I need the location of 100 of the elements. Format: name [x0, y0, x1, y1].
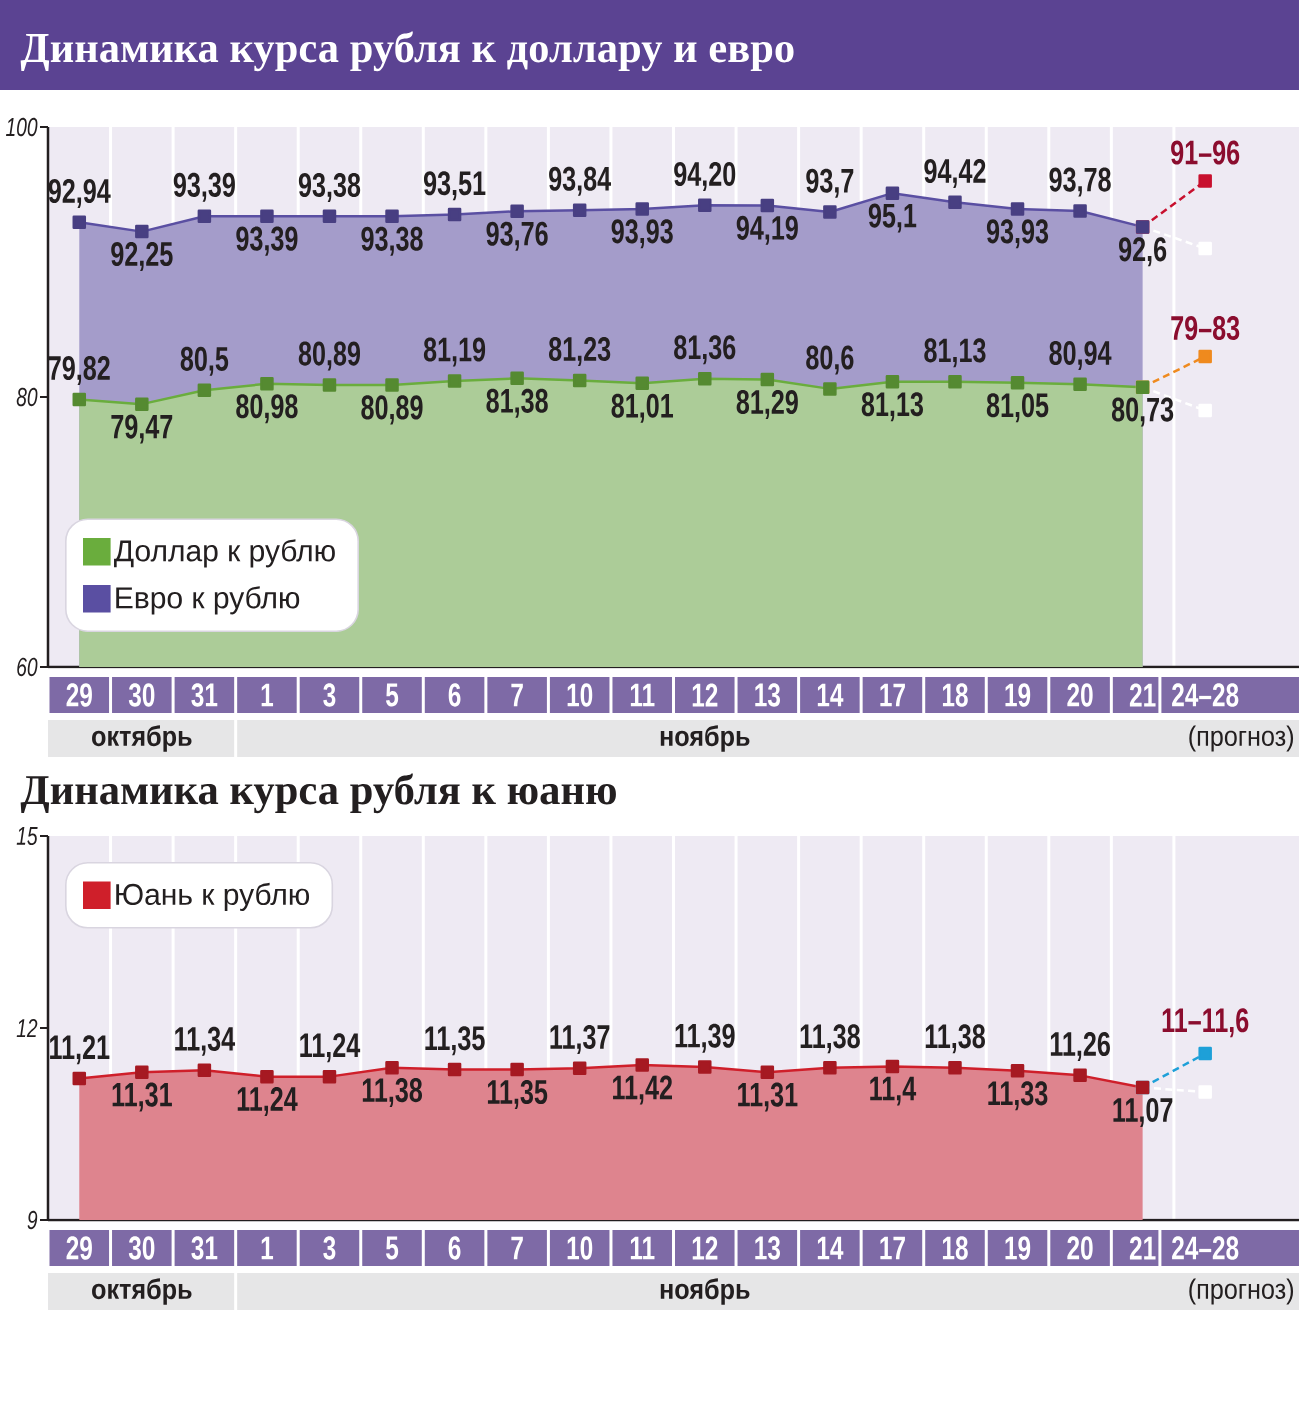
data-label: 81,13	[924, 338, 986, 368]
data-label: 81,05	[986, 393, 1049, 423]
x-tick-label: 11	[630, 683, 655, 707]
x-tick-label: 20	[1067, 1236, 1093, 1260]
data-label: 80,89	[298, 341, 361, 371]
y-tick-label: 12	[16, 1018, 38, 1038]
data-label: 93,93	[611, 219, 673, 249]
y-tick-label: 15	[16, 826, 38, 846]
data-label: 80,89	[361, 395, 423, 425]
y-tick-label: 80	[16, 387, 38, 407]
data-label: 11,26	[1050, 1031, 1110, 1061]
data-label: 94,19	[736, 215, 798, 245]
annotation: 11–11,6	[1162, 1008, 1249, 1038]
data-label: 93,78	[1049, 167, 1111, 197]
data-label: 11,31	[738, 1082, 798, 1112]
x-tick-label: 21	[1129, 1236, 1156, 1260]
x-tick-label: 29	[66, 683, 92, 707]
data-label: 11,34	[175, 1026, 236, 1056]
data-label: 11,35	[425, 1026, 485, 1056]
x-tick-label: 31	[191, 683, 218, 707]
x-tick-label: 1	[261, 1236, 274, 1260]
x-tick-label: 19	[1005, 683, 1031, 707]
x-tick-label: 5	[385, 683, 399, 707]
data-label: 11,37	[550, 1024, 610, 1054]
data-label: 93,76	[486, 221, 548, 251]
x-tick-label: 18	[942, 1236, 968, 1260]
data-label: 80,6	[806, 345, 854, 375]
data-label: 81,13	[861, 392, 923, 422]
x-tick-label: 31	[191, 1236, 218, 1260]
data-label: 79,47	[111, 414, 173, 444]
data-label: 92,25	[111, 242, 173, 272]
data-label: 81,36	[674, 335, 736, 365]
x-tick-label: 3	[323, 1236, 336, 1260]
data-label: 11,38	[800, 1024, 860, 1054]
data-label: 93,7	[806, 168, 854, 198]
x-tick-label: 30	[128, 683, 155, 707]
legend-label: Юань к рублю	[116, 882, 310, 912]
x-tick-label: 21	[1129, 683, 1156, 707]
x-tick-label: 14	[817, 1236, 844, 1260]
x-tick-label: 24–28	[1172, 1236, 1239, 1260]
x-tick-label: 19	[1005, 1236, 1031, 1260]
x-tick-label: 29	[66, 1236, 92, 1260]
data-label: 93,84	[549, 166, 612, 196]
text: ноябрь	[660, 725, 750, 752]
x-tick-label: 30	[128, 1236, 155, 1260]
data-label: 11,21	[50, 1035, 110, 1065]
data-label: 11,39	[675, 1023, 735, 1053]
data-label: 80,94	[1049, 340, 1112, 370]
x-tick-label: 11	[630, 1236, 655, 1260]
text: ноябрь	[660, 1278, 750, 1305]
x-tick-label: 13	[755, 683, 781, 707]
x-tick-label: 1	[261, 683, 274, 707]
y-tick-label: 60	[17, 657, 38, 677]
data-label: 94,42	[924, 158, 986, 188]
data-label: 11,35	[487, 1079, 548, 1109]
x-tick-label: 17	[880, 683, 905, 707]
x-tick-label: 10	[567, 1236, 593, 1260]
text: (прогноз)	[1189, 725, 1294, 752]
data-label: 93,39	[236, 226, 298, 256]
data-label: 11,33	[988, 1081, 1048, 1111]
data-label: 93,38	[298, 172, 361, 202]
data-label: 93,93	[986, 219, 1049, 249]
data-label: 11,38	[925, 1024, 985, 1054]
data-label: 92,6	[1119, 237, 1167, 267]
x-tick-label: 5	[385, 1236, 399, 1260]
data-label: 11,38	[362, 1078, 423, 1108]
text: октябрь	[92, 725, 192, 752]
data-label: 80,5	[180, 346, 229, 376]
data-label: 11,31	[112, 1082, 172, 1112]
x-tick-label: 7	[511, 683, 523, 707]
data-label: 11,42	[613, 1075, 672, 1105]
data-label: 93,38	[361, 226, 423, 256]
data-label: 11,4	[870, 1076, 917, 1106]
legend-label: Доллар к рублю	[114, 539, 335, 568]
x-tick-label: 7	[511, 1236, 523, 1260]
y-tick-label: 9	[27, 1210, 38, 1230]
legend-label: Евро к рублю	[116, 586, 300, 615]
data-label: 94,20	[674, 161, 736, 191]
data-label: 81,19	[423, 337, 486, 367]
data-label: 11,24	[300, 1033, 361, 1063]
x-tick-label: 3	[323, 683, 336, 707]
data-label: 92,94	[48, 178, 111, 208]
data-label: 11,24	[237, 1087, 298, 1117]
data-label: 93,51	[423, 171, 486, 201]
x-tick-label: 20	[1067, 683, 1093, 707]
x-tick-label: 12	[692, 1236, 718, 1260]
x-tick-label: 14	[817, 683, 844, 707]
data-label: 81,38	[486, 388, 548, 418]
data-label: 81,23	[548, 336, 611, 366]
data-label: 80,73	[1111, 397, 1174, 427]
annotation: 79–83	[1171, 315, 1240, 341]
y-tick-label: 100	[6, 117, 38, 137]
chart-title: Динамика курса рубля к юаню	[20, 773, 616, 814]
data-label: 11,07	[1113, 1097, 1173, 1127]
x-tick-label: 24–28	[1172, 683, 1239, 707]
data-label: 95,1	[868, 203, 917, 233]
x-tick-label: 10	[567, 683, 593, 707]
data-label: 81,01	[611, 393, 674, 423]
data-label: 93,39	[173, 172, 235, 202]
x-tick-label: 13	[755, 1236, 781, 1260]
